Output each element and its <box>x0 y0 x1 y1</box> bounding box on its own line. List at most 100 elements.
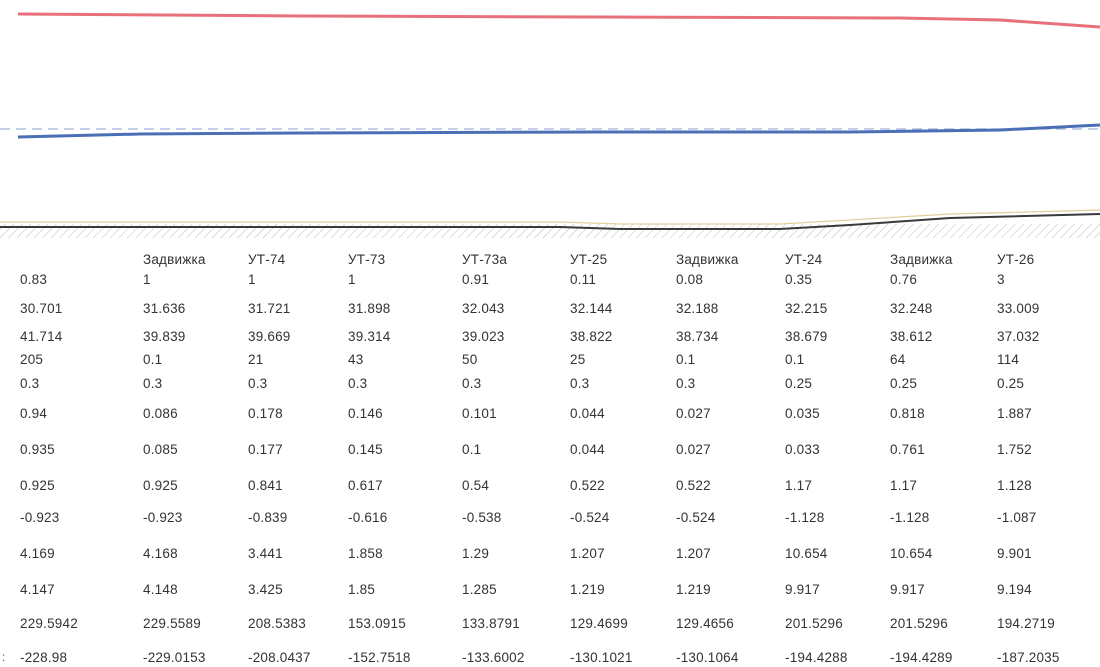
table-cell-r2-c5: 32.043 <box>462 301 505 316</box>
table-cell-r13-c9: -194.4289 <box>890 650 953 665</box>
table-cell-r1-c8: 0.35 <box>785 272 813 287</box>
table-cell-r12-c3: 208.5383 <box>248 616 306 631</box>
table-cell-r13-c1: -228.98 <box>20 650 68 665</box>
table-cell-r2-c2: 31.636 <box>143 301 186 316</box>
table-cell-r5-c5: 0.3 <box>462 376 482 391</box>
table-cell-r1-c2: 1 <box>143 272 151 287</box>
series-line-2 <box>17 123 1100 139</box>
table-cell-r13-c10: -187.2035 <box>997 650 1060 665</box>
table-cell-r7-c9: 0.761 <box>890 442 925 457</box>
table-cell-r7-c6: 0.044 <box>570 442 605 457</box>
table-cell-r6-c9: 0.818 <box>890 406 925 421</box>
station-header-7: Задвижка <box>676 252 739 267</box>
table-cell-r8-c8: 1.17 <box>785 478 813 493</box>
table-cell-r2-c10: 33.009 <box>997 301 1040 316</box>
table-cell-r1-c7: 0.08 <box>676 272 704 287</box>
table-cell-r8-c10: 1.128 <box>997 478 1032 493</box>
table-cell-r4-c3: 21 <box>248 352 264 367</box>
table-cell-r10-c7: 1.207 <box>676 546 711 561</box>
table-cell-r10-c5: 1.29 <box>462 546 490 561</box>
station-header-5: УТ-73а <box>462 252 508 267</box>
table-cell-r8-c4: 0.617 <box>348 478 383 493</box>
table-cell-r2-c3: 31.721 <box>248 301 291 316</box>
table-cell-r1-c5: 0.91 <box>462 272 490 287</box>
table-cell-r5-c7: 0.3 <box>676 376 696 391</box>
table-cell-r11-c2: 4.148 <box>143 582 178 597</box>
table-cell-r3-c10: 37.032 <box>997 329 1040 344</box>
table-cell-r12-c7: 129.4656 <box>676 616 734 631</box>
table-cell-r8-c3: 0.841 <box>248 478 283 493</box>
table-cell-r7-c2: 0.085 <box>143 442 178 457</box>
table-cell-r13-c3: -208.0437 <box>248 650 311 665</box>
table-cell-r7-c1: 0.935 <box>20 442 55 457</box>
table-cell-r4-c8: 0.1 <box>785 352 805 367</box>
table-cell-r4-c2: 0.1 <box>143 352 163 367</box>
row-marker: : <box>2 650 6 664</box>
table-cell-r5-c8: 0.25 <box>785 376 813 391</box>
table-cell-r6-c2: 0.086 <box>143 406 178 421</box>
table-cell-r7-c10: 1.752 <box>997 442 1032 457</box>
table-cell-r8-c2: 0.925 <box>143 478 178 493</box>
table-cell-r13-c8: -194.4288 <box>785 650 848 665</box>
table-cell-r4-c10: 114 <box>997 352 1020 367</box>
table-cell-r12-c8: 201.5296 <box>785 616 843 631</box>
table-cell-r2-c7: 32.188 <box>676 301 719 316</box>
table-cell-r8-c7: 0.522 <box>676 478 711 493</box>
table-cell-r7-c8: 0.033 <box>785 442 820 457</box>
table-cell-r8-c1: 0.925 <box>20 478 55 493</box>
table-cell-r1-c3: 1 <box>248 272 256 287</box>
table-cell-r11-c5: 1.285 <box>462 582 497 597</box>
station-header-4: УТ-73 <box>348 252 386 267</box>
table-cell-r2-c8: 32.215 <box>785 301 828 316</box>
table-cell-r2-c6: 32.144 <box>570 301 613 316</box>
table-cell-r6-c1: 0.94 <box>20 406 48 421</box>
table-cell-r1-c9: 0.76 <box>890 272 918 287</box>
table-cell-r6-c6: 0.044 <box>570 406 605 421</box>
table-cell-r13-c6: -130.1021 <box>570 650 633 665</box>
table-cell-r9-c4: -0.616 <box>348 510 388 525</box>
table-cell-r4-c6: 25 <box>570 352 586 367</box>
table-cell-r6-c4: 0.146 <box>348 406 383 421</box>
table-cell-r11-c3: 3.425 <box>248 582 283 597</box>
table-cell-r10-c2: 4.168 <box>143 546 178 561</box>
table-cell-r10-c1: 4.169 <box>20 546 55 561</box>
table-cell-r10-c6: 1.207 <box>570 546 605 561</box>
table-cell-r3-c9: 38.612 <box>890 329 933 344</box>
table-cell-r3-c7: 38.734 <box>676 329 719 344</box>
table-cell-r13-c2: -229.0153 <box>143 650 206 665</box>
table-cell-r9-c5: -0.538 <box>462 510 502 525</box>
table-cell-r7-c3: 0.177 <box>248 442 283 457</box>
table-cell-r4-c7: 0.1 <box>676 352 696 367</box>
table-cell-r10-c4: 1.858 <box>348 546 383 561</box>
table-cell-r8-c9: 1.17 <box>890 478 918 493</box>
table-cell-r8-c6: 0.522 <box>570 478 605 493</box>
table-cell-r10-c3: 3.441 <box>248 546 283 561</box>
table-cell-r6-c10: 1.887 <box>997 406 1032 421</box>
table-cell-r4-c1: 205 <box>20 352 44 367</box>
table-cell-r12-c9: 201.5296 <box>890 616 948 631</box>
table-cell-r11-c6: 1.219 <box>570 582 605 597</box>
table-cell-r3-c3: 39.669 <box>248 329 291 344</box>
table-cell-r1-c1: 0.83 <box>20 272 48 287</box>
table-cell-r7-c5: 0.1 <box>462 442 482 457</box>
table-cell-r11-c4: 1.85 <box>348 582 376 597</box>
table-cell-r4-c9: 64 <box>890 352 906 367</box>
table-cell-r9-c3: -0.839 <box>248 510 288 525</box>
station-header-10: УТ-26 <box>997 252 1035 267</box>
table-cell-r6-c8: 0.035 <box>785 406 820 421</box>
table-cell-r5-c6: 0.3 <box>570 376 590 391</box>
profile-table: Задвижка УТ-74 УТ-73 УТ-73а УТ-25 Задвижка УТ-… <box>0 244 1100 667</box>
table-cell-r5-c3: 0.3 <box>248 376 268 391</box>
table-cell-r1-c6: 0.11 <box>570 272 597 287</box>
table-cell-r12-c5: 133.8791 <box>462 616 520 631</box>
table-cell-r5-c4: 0.3 <box>348 376 368 391</box>
table-cell-r12-c4: 153.0915 <box>348 616 406 631</box>
table-cell-r13-c4: -152.7518 <box>348 650 411 665</box>
table-cell-r12-c1: 229.5942 <box>20 616 78 631</box>
table-cell-r11-c7: 1.219 <box>676 582 711 597</box>
table-cell-r9-c2: -0.923 <box>143 510 183 525</box>
table-cell-r3-c2: 39.839 <box>143 329 186 344</box>
table-cell-r1-c4: 1 <box>348 272 356 287</box>
station-header-6: УТ-25 <box>570 252 608 267</box>
table-cell-r12-c10: 194.2719 <box>997 616 1055 631</box>
